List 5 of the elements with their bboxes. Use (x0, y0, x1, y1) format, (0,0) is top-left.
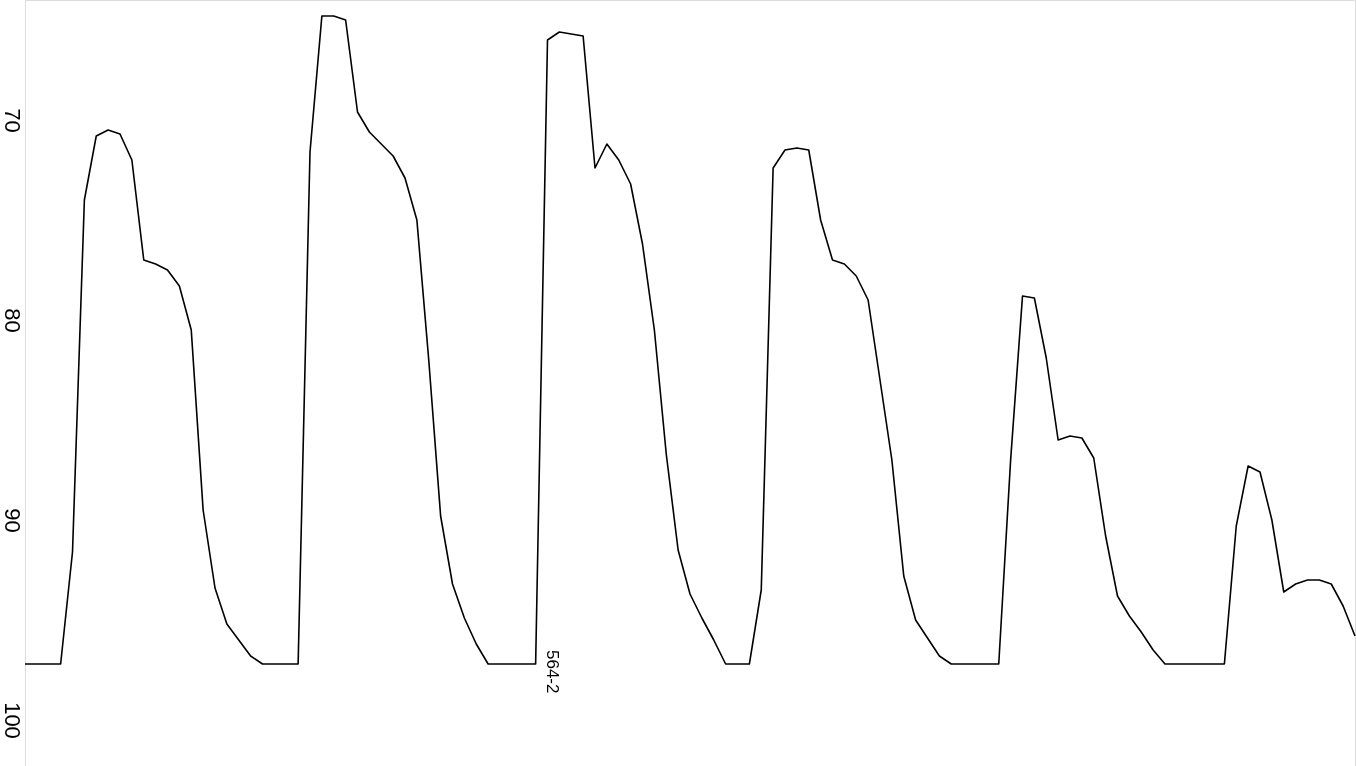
annotation: 564-2 (543, 650, 562, 694)
y-tick-label: 100 (0, 702, 25, 739)
y-tick-label: 80 (0, 308, 25, 333)
y-tick-label: 90 (0, 508, 25, 533)
y-tick-label: 70 (0, 108, 25, 133)
